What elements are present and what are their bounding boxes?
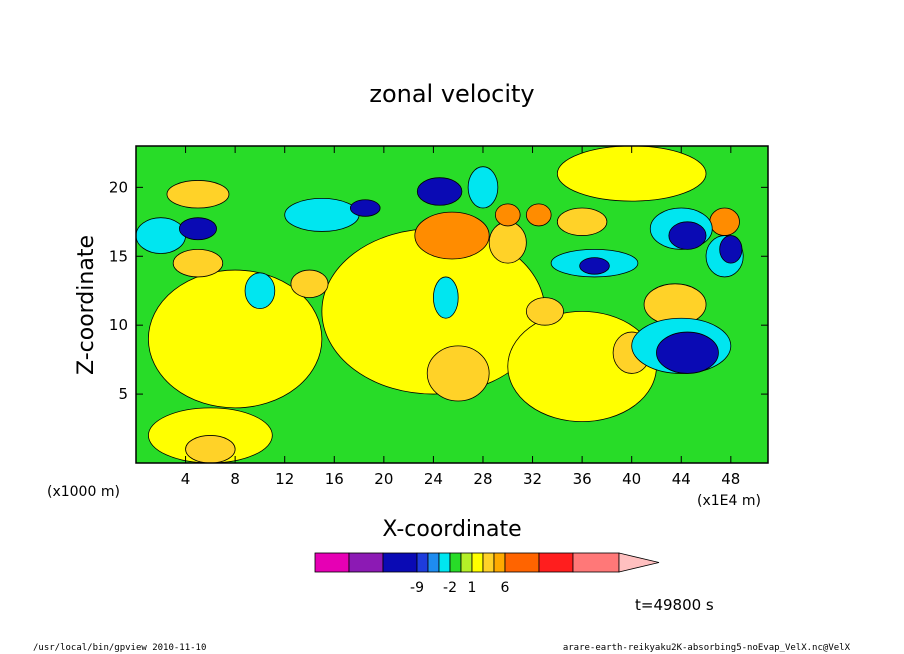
contour-region-light-orange [426, 345, 490, 402]
chart-title: zonal velocity [369, 80, 534, 108]
y-axis: 5 10 15 20 [109, 178, 768, 403]
contour-region-blue [349, 199, 381, 217]
footer-right: arare-earth-reikyaku2K-absorbing5-noEvap… [563, 643, 851, 653]
y-tick-label: 5 [118, 385, 128, 403]
x-tick-label: 24 [424, 470, 443, 488]
contour-region-blue [719, 235, 743, 264]
contour-region-blue [668, 221, 707, 250]
contour-region-cyan [467, 166, 499, 209]
colorbar-tick-label: 6 [501, 580, 510, 596]
colorbar-swatch [416, 552, 429, 573]
x-tick-label: 16 [325, 470, 344, 488]
x-tick-label: 32 [523, 470, 542, 488]
colorbar-swatch [438, 552, 451, 573]
y-axis-label: Z-coordinate [74, 235, 99, 375]
colorbar-swatch [314, 552, 350, 573]
x-tick-label: 48 [721, 470, 740, 488]
contour-regions [136, 146, 744, 463]
colorbar-swatch [504, 552, 540, 573]
contour-region-orange [494, 203, 521, 227]
plot-frame [135, 145, 769, 464]
x-tick-label: 8 [230, 470, 240, 488]
contour-region-cyan [284, 197, 360, 232]
x-axis-label: X-coordinate [382, 517, 521, 542]
contour-region-yellow [556, 146, 707, 202]
x-tick-label: 4 [181, 470, 191, 488]
x-tick-label: 20 [374, 470, 393, 488]
colorbar-swatch [482, 552, 495, 573]
colorbar: -9 -2 1 6 [314, 552, 660, 596]
contour-region-light-orange [290, 269, 329, 299]
contour-region-cyan [433, 276, 459, 319]
contour-region-blue [416, 177, 463, 206]
colorbar-swatch [493, 552, 506, 573]
y-tick-label: 10 [109, 316, 128, 334]
colorbar-swatch [572, 552, 620, 573]
x-tick-label: 12 [275, 470, 294, 488]
y-tick-label: 20 [109, 178, 128, 196]
contour-region-blue [178, 217, 217, 241]
colorbar-tick-label: -2 [443, 580, 457, 596]
x-tick-label: 36 [573, 470, 592, 488]
colorbar-swatch [427, 552, 440, 573]
x-axis: 4 8 12 16 20 24 28 32 36 40 44 48 [181, 146, 740, 488]
x-unit-right: (x1E4 m) [697, 493, 761, 509]
footer-left: /usr/local/bin/gpview 2010-11-10 [33, 643, 206, 653]
colorbar-tick-label: 1 [468, 580, 477, 596]
contour-region-cyan [244, 272, 276, 310]
y-tick-label: 15 [109, 247, 128, 265]
contour-region-cyan [136, 217, 186, 254]
x-tick-label: 44 [672, 470, 691, 488]
colorbar-swatch [449, 552, 462, 573]
contour-region-blue [579, 257, 610, 275]
contour-region-orange [709, 207, 740, 236]
x-unit-left: (x1000 m) [47, 484, 120, 500]
contour-region-light-orange [525, 297, 564, 326]
time-label: t=49800 s [635, 596, 714, 614]
contour-region-light-orange [185, 435, 236, 463]
contour-region-light-orange [556, 207, 608, 236]
colorbar-swatch [538, 552, 574, 573]
colorbar-swatch [382, 552, 418, 573]
colorbar-swatch [471, 552, 484, 573]
colorbar-extension [618, 552, 660, 573]
colorbar-swatch [348, 552, 384, 573]
contour-region-orange [525, 203, 552, 227]
colorbar-swatch [460, 552, 473, 573]
contour-region-orange [414, 211, 490, 260]
x-tick-label: 40 [622, 470, 641, 488]
contour-region-blue [656, 331, 719, 374]
contour-region-yellow [147, 269, 323, 409]
contour-region-light-orange [172, 248, 224, 278]
contour-region-light-orange [488, 221, 527, 264]
contour-region-light-orange [166, 180, 230, 209]
x-tick-label: 28 [473, 470, 492, 488]
colorbar-tick-label: -9 [410, 580, 424, 596]
